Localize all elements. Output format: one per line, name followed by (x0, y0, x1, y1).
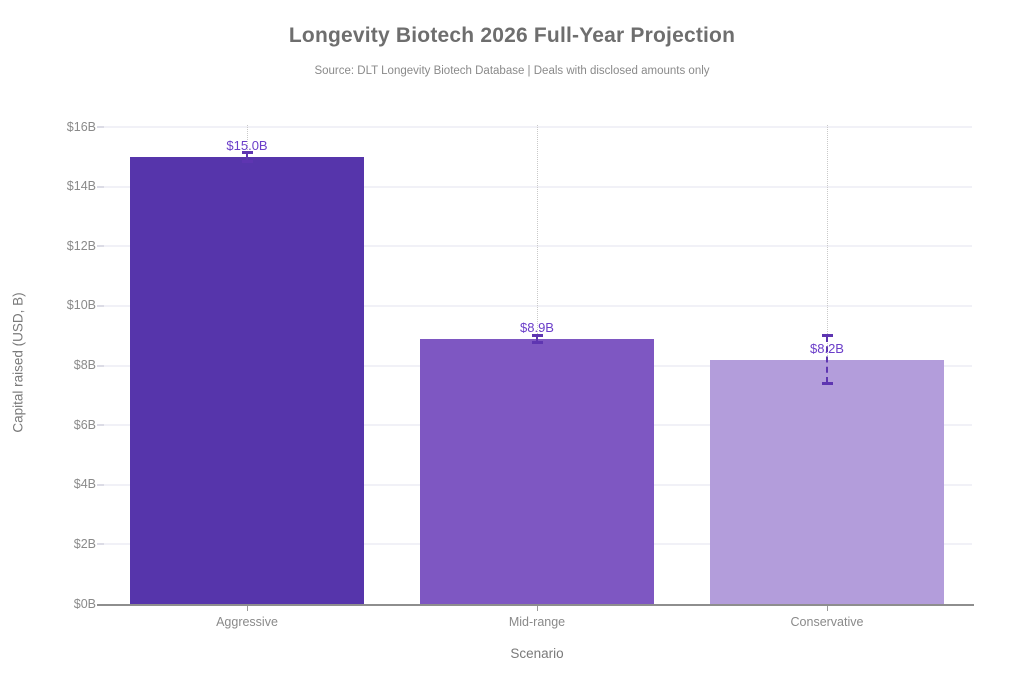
bar-value-label: $15.0B (226, 138, 268, 154)
y-tick-mark (97, 543, 104, 546)
y-tick-mark (97, 424, 104, 427)
error-bar-line (246, 152, 248, 162)
error-bar-cap (531, 333, 543, 337)
y-tick-label: $8B (73, 358, 96, 372)
y-tick-label: $0B (73, 596, 96, 611)
y-tick-mark (97, 483, 104, 486)
x-tick-label: Conservative (790, 615, 864, 629)
bar-mid-range (420, 338, 654, 604)
error-bar-cap (821, 381, 833, 385)
error-bar-cap (531, 340, 543, 344)
bar-aggressive (130, 156, 364, 604)
y-tick-mark (97, 126, 104, 128)
error-bar-line (826, 335, 828, 384)
bar-value-label: $8.2B (810, 341, 844, 357)
y-axis-title: Capital raised (USD, B) (10, 292, 26, 433)
bar-conservative (710, 359, 944, 604)
y-tick-mark (97, 364, 104, 367)
x-axis-title: Scenario (510, 646, 564, 661)
y-tick-label: $2B (73, 536, 96, 551)
error-bar-cap (241, 150, 253, 154)
bar-value-label: $8.9B (520, 320, 554, 336)
x-tick-label: Mid-range (508, 615, 566, 629)
x-tick-mark (827, 606, 828, 611)
x-tick-mark (537, 606, 538, 611)
chart-subtitle: Source: DLT Longevity Biotech Database |… (314, 65, 710, 77)
y-tick-label: $4B (73, 477, 96, 492)
x-tick-mark (247, 606, 248, 611)
y-tick-mark (97, 245, 104, 248)
x-axis-line (97, 604, 974, 606)
y-tick-label: $14B (66, 179, 96, 194)
error-bar-cap (821, 334, 833, 338)
y-tick-label: $12B (66, 238, 96, 253)
y-tick-mark (97, 185, 104, 188)
error-bar-cap (241, 159, 253, 163)
y-tick-mark (97, 304, 104, 307)
error-bar-line (536, 335, 538, 343)
chart-title: Longevity Biotech 2026 Full-Year Project… (288, 24, 736, 47)
x-tick-label: Aggressive (216, 615, 278, 629)
y-tick-label: $10B (66, 298, 96, 313)
y-tick-label: $16B (66, 119, 96, 134)
y-tick-label: $6B (73, 417, 96, 432)
